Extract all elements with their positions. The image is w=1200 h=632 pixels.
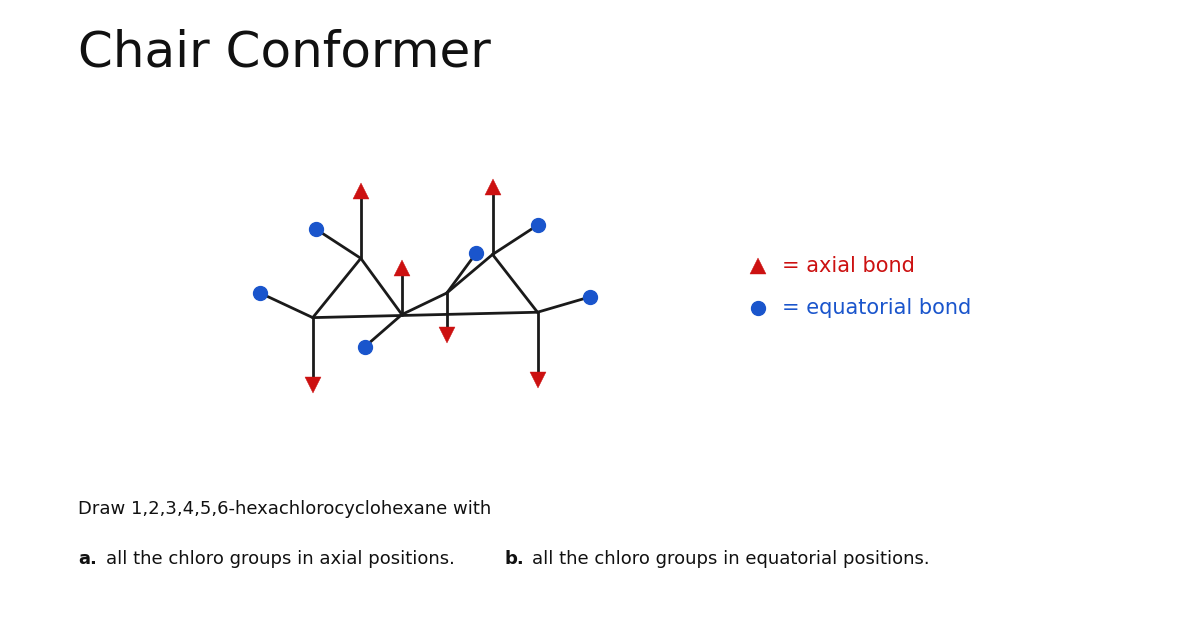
Text: = equatorial bond: = equatorial bond — [781, 298, 971, 319]
Text: = axial bond: = axial bond — [781, 256, 914, 276]
Text: Chair Conformer: Chair Conformer — [78, 28, 491, 76]
Text: all the chloro groups in axial positions.: all the chloro groups in axial positions… — [106, 550, 455, 568]
Text: Draw 1,2,3,4,5,6-hexachlorocyclohexane with: Draw 1,2,3,4,5,6-hexachlorocyclohexane w… — [78, 500, 491, 518]
Text: a.: a. — [78, 550, 97, 568]
Text: b.: b. — [504, 550, 523, 568]
Text: all the chloro groups in equatorial positions.: all the chloro groups in equatorial posi… — [532, 550, 929, 568]
